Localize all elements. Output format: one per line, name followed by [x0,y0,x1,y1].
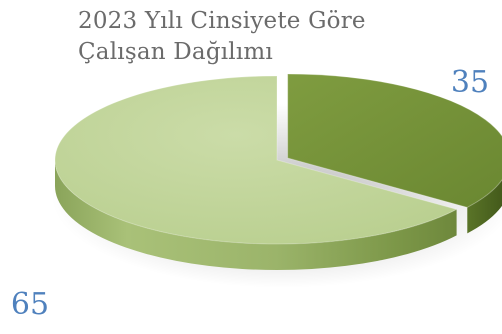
pie-slice-1-side [467,179,502,234]
data-label-2: 65 [11,287,49,322]
pie-slice-1 [287,73,502,234]
data-label-1: 35 [451,65,489,100]
pie-slice-2-top [54,75,458,245]
pie-slice-2-side [55,160,457,270]
pie-slice-1-top [287,73,502,208]
chart-title-line-1: 2023 Yılı Cinsiyete Göre [78,8,366,34]
chart-title-line-2: Çalışan Dağılımı [78,39,273,65]
chart-title: 2023 Yılı Cinsiyete Göre Çalışan Dağılım… [78,6,438,68]
pie-slice-2 [54,75,458,270]
